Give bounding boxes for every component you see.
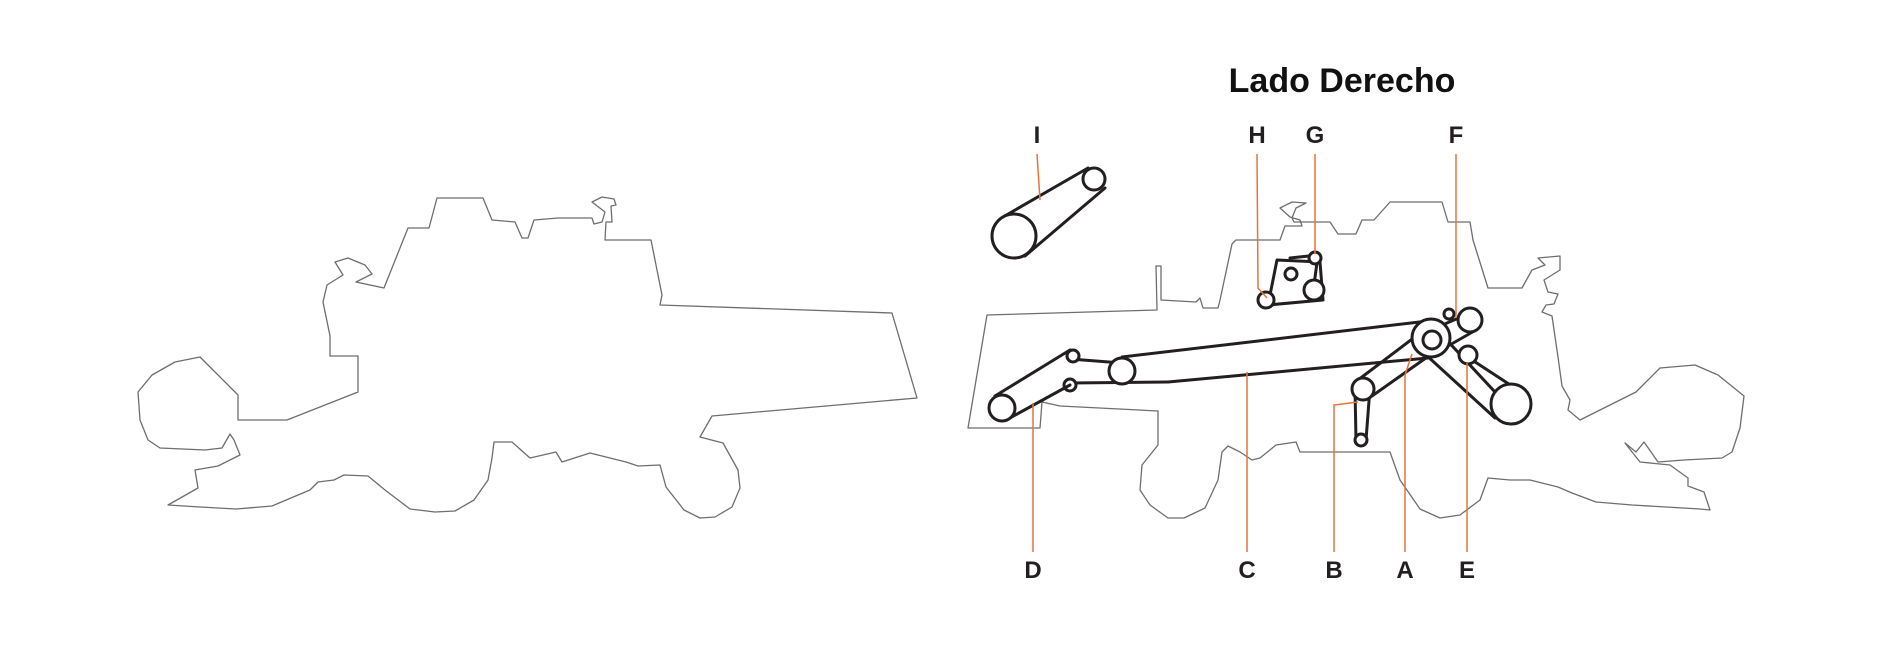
pulley-B-top [1350, 376, 1376, 402]
belt-I [990, 166, 1107, 260]
leader-lines [1032, 153, 1468, 552]
label-E: E [1459, 557, 1475, 584]
label-G: G [1306, 122, 1325, 149]
belt-E [1423, 333, 1533, 426]
callout-labels: I H G F D C B A E [1024, 122, 1475, 584]
leader-I [1036, 153, 1041, 201]
diagram-title: Lado Derecho [1229, 62, 1456, 100]
pulley-F-large [1456, 306, 1484, 334]
pulley-G-right [1302, 278, 1326, 302]
label-A: A [1396, 557, 1413, 584]
pulley-I-small [1081, 166, 1107, 192]
pulley-C-idler-top [1065, 348, 1081, 364]
pulley-A-inner [1421, 329, 1443, 351]
pulley-D [987, 393, 1017, 423]
belt-D [987, 348, 1072, 423]
pulley-E-large [1489, 382, 1533, 426]
belt-C [1062, 319, 1430, 393]
belt-F [1438, 306, 1484, 348]
leader-A [1404, 353, 1413, 552]
pulley-H [1256, 290, 1276, 310]
pulley-I-large [990, 212, 1038, 260]
belt-GH [1256, 250, 1326, 310]
label-C: C [1238, 557, 1255, 584]
leader-H [1256, 153, 1268, 299]
belt-B [1350, 376, 1376, 448]
leader-B [1333, 401, 1359, 552]
main-drive-pulley [1410, 317, 1452, 359]
pulley-E-idler [1457, 344, 1479, 366]
label-B: B [1325, 557, 1342, 584]
left-combine-outline [137, 196, 918, 519]
label-F: F [1449, 122, 1464, 149]
label-H: H [1248, 122, 1265, 149]
label-D: D [1024, 557, 1041, 584]
pulley-F-small [1442, 307, 1456, 321]
pulley-G-mid [1283, 266, 1299, 282]
pulley-B-bottom [1353, 432, 1369, 448]
right-combine-outline [967, 201, 1745, 519]
label-I: I [1034, 122, 1041, 149]
pulley-C-mid [1107, 356, 1137, 386]
